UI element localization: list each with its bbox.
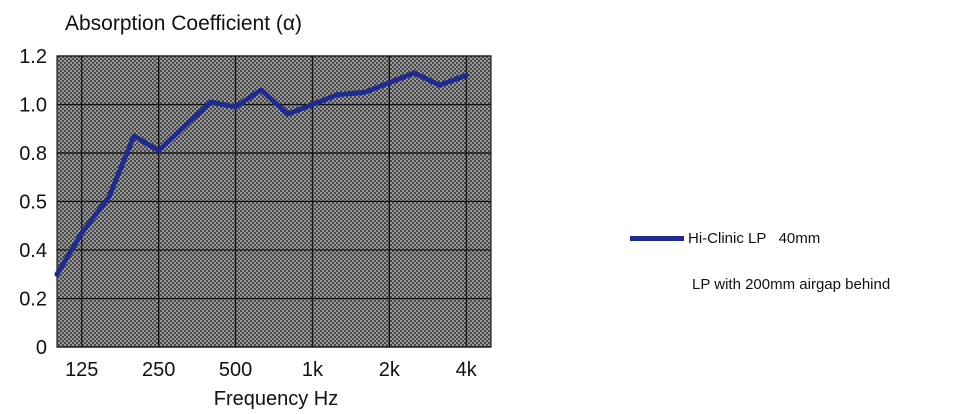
data-point [233,104,239,110]
data-point [386,80,392,86]
y-tick-label: 0.2 [19,289,47,311]
x-tick-label: 125 [65,359,98,381]
y-tick-label: 0.4 [19,240,47,262]
x-axis-label: Frequency Hz [214,388,339,410]
x-tick-label: 500 [219,359,252,381]
y-tick-label: 1.0 [19,95,47,117]
data-point [156,148,162,154]
chart-title: Absorption Coefficient (α) [65,12,302,35]
data-point [285,111,291,117]
x-tick-label: 2k [379,359,401,381]
data-point [362,89,368,95]
legend-item: Hi-Clinic LP 40mm [630,228,820,248]
data-point [208,99,214,105]
legend-label: Hi-Clinic LP 40mm [688,229,821,247]
series-layer [54,70,469,277]
data-point [79,230,85,236]
x-axis-ticks: 125 250 500 1k 2k 4k [65,359,478,381]
data-point [437,82,443,88]
legend-swatch [630,235,684,241]
y-tick-label: 1.2 [19,46,47,68]
data-point [463,72,469,78]
legend-annotation: LP with 200mm airgap behind [692,276,891,293]
x-tick-label: 4k [456,359,478,381]
data-point [181,123,187,129]
data-point [106,194,112,200]
y-tick-label: 0.8 [19,143,47,165]
x-tick-label: 1k [302,359,324,381]
x-tick-label: 250 [142,359,175,381]
data-point [411,70,417,76]
data-point [258,87,264,93]
data-point [131,133,137,139]
y-tick-label: 0 [36,337,47,359]
data-point [309,102,315,107]
legend: Hi-Clinic LP 40mm [630,228,820,248]
data-point [54,271,60,277]
data-point [334,92,340,98]
y-axis-ticks: 0 0.2 0.4 0.5 0.8 1.0 1.2 [19,46,47,359]
y-tick-label: 0.5 [19,192,47,214]
